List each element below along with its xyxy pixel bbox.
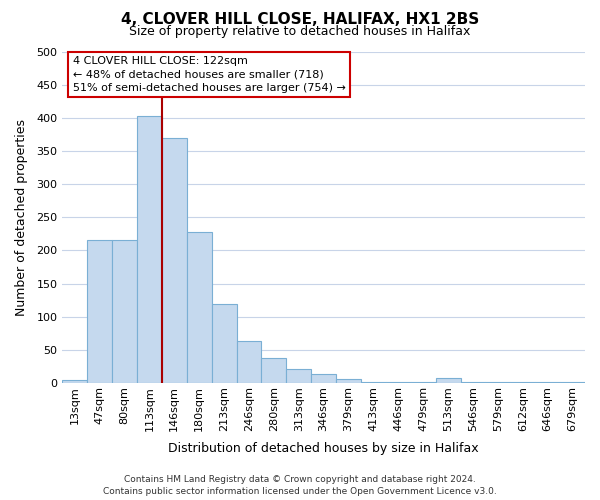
Bar <box>436 378 461 383</box>
Bar <box>461 382 485 383</box>
Bar <box>236 341 262 383</box>
Text: Contains HM Land Registry data © Crown copyright and database right 2024.
Contai: Contains HM Land Registry data © Crown c… <box>103 474 497 496</box>
Bar <box>137 116 162 383</box>
Bar <box>386 382 411 383</box>
Bar <box>560 382 585 383</box>
Bar <box>286 369 311 383</box>
Bar <box>311 374 336 383</box>
Bar <box>485 382 511 383</box>
Text: Size of property relative to detached houses in Halifax: Size of property relative to detached ho… <box>130 25 470 38</box>
Bar <box>411 382 436 383</box>
X-axis label: Distribution of detached houses by size in Halifax: Distribution of detached houses by size … <box>169 442 479 455</box>
Bar <box>535 382 560 383</box>
Text: 4 CLOVER HILL CLOSE: 122sqm
← 48% of detached houses are smaller (718)
51% of se: 4 CLOVER HILL CLOSE: 122sqm ← 48% of det… <box>73 56 346 93</box>
Bar <box>87 240 112 383</box>
Bar <box>212 304 236 383</box>
Bar <box>112 240 137 383</box>
Bar <box>361 382 386 383</box>
Bar <box>262 358 286 383</box>
Y-axis label: Number of detached properties: Number of detached properties <box>15 118 28 316</box>
Bar <box>162 138 187 383</box>
Bar <box>187 232 212 383</box>
Bar <box>511 382 535 383</box>
Text: 4, CLOVER HILL CLOSE, HALIFAX, HX1 2BS: 4, CLOVER HILL CLOSE, HALIFAX, HX1 2BS <box>121 12 479 28</box>
Bar <box>336 379 361 383</box>
Bar <box>62 380 87 383</box>
